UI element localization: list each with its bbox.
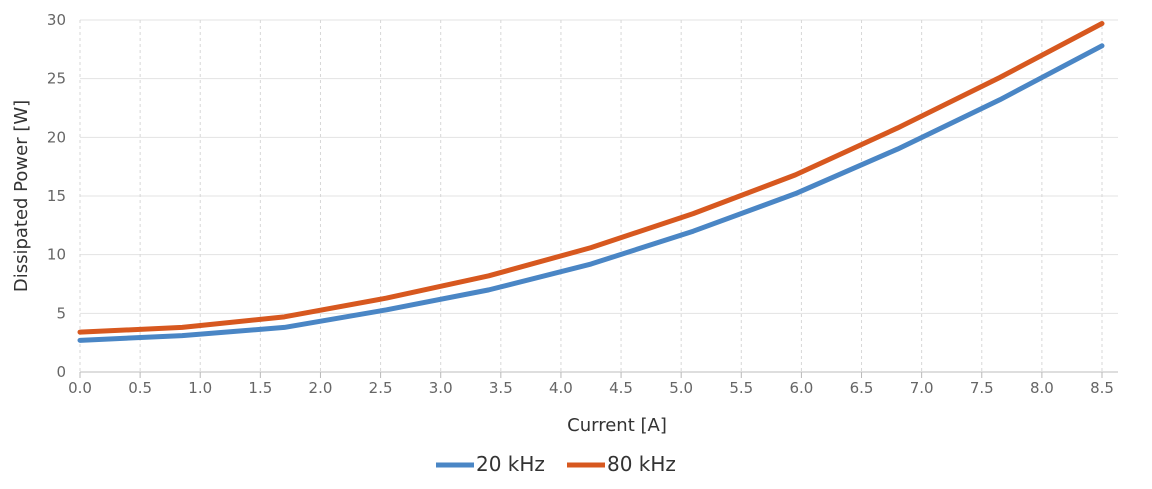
data-point[interactable] <box>793 172 798 177</box>
x-tick-label: 4.5 <box>609 379 633 397</box>
data-point[interactable] <box>486 287 491 292</box>
axis-layer: 0 5 10 15 20 25 30 0.0 0.5 1.0 1.5 2.0 2.5 3.0 3.5 4.0 4… <box>47 11 1118 397</box>
y-tick-label: 5 <box>56 304 66 322</box>
x-tick-label: 0.5 <box>128 379 152 397</box>
x-tick-label: 6.0 <box>789 379 813 397</box>
data-point[interactable] <box>895 147 900 152</box>
x-tick-label: 5.0 <box>669 379 693 397</box>
x-tick-label: 6.5 <box>850 379 874 397</box>
x-tick-label: 3.5 <box>489 379 513 397</box>
x-tick-label: 7.5 <box>970 379 994 397</box>
data-point[interactable] <box>384 307 389 312</box>
x-tick-label: 4.0 <box>549 379 573 397</box>
series-layer <box>77 21 1105 343</box>
y-tick-label: 0 <box>56 363 66 381</box>
x-tick-label: 2.5 <box>369 379 393 397</box>
y-tick-label: 20 <box>47 128 66 146</box>
x-tick-label: 8.5 <box>1090 379 1114 397</box>
legend[interactable]: 20 kHz 80 kHz <box>436 452 676 476</box>
data-point[interactable] <box>793 191 798 196</box>
series-line-2[interactable] <box>77 21 1105 335</box>
x-tick-label: 3.0 <box>429 379 453 397</box>
data-point[interactable] <box>589 262 594 267</box>
x-tick-label: 1.0 <box>188 379 212 397</box>
y-tick-label: 10 <box>47 246 66 264</box>
grid-layer <box>79 19 1118 373</box>
series-line-1[interactable] <box>77 43 1105 343</box>
y-tick-label: 15 <box>47 187 66 205</box>
data-point[interactable] <box>1100 43 1105 48</box>
legend-label: 20 kHz <box>476 452 545 476</box>
data-point[interactable] <box>78 338 83 343</box>
y-tick-label: 25 <box>47 70 66 88</box>
data-point[interactable] <box>486 273 491 278</box>
data-point[interactable] <box>691 211 696 216</box>
x-tick-label: 2.0 <box>309 379 333 397</box>
data-point[interactable] <box>180 325 185 330</box>
y-axis-title: Dissipated Power [W] <box>11 100 32 292</box>
x-tick-label: 0.0 <box>68 379 92 397</box>
data-point[interactable] <box>997 75 1002 80</box>
data-point[interactable] <box>384 296 389 301</box>
x-tick-label: 8.0 <box>1030 379 1054 397</box>
data-point[interactable] <box>282 314 287 319</box>
data-point[interactable] <box>895 125 900 130</box>
data-point[interactable] <box>691 229 696 234</box>
x-axis-title: Current [A] <box>567 415 667 436</box>
data-point[interactable] <box>1100 21 1105 26</box>
x-tick-label: 7.0 <box>910 379 934 397</box>
data-point[interactable] <box>180 333 185 338</box>
data-point[interactable] <box>589 245 594 250</box>
legend-label: 80 kHz <box>607 452 676 476</box>
data-point[interactable] <box>282 325 287 330</box>
legend-item-2[interactable]: 80 kHz <box>567 452 676 476</box>
data-point[interactable] <box>78 330 83 335</box>
x-tick-label: 5.5 <box>729 379 753 397</box>
legend-item-1[interactable]: 20 kHz <box>436 452 545 476</box>
x-tick-label: 1.5 <box>248 379 272 397</box>
data-point[interactable] <box>997 97 1002 102</box>
y-tick-label: 30 <box>47 11 66 29</box>
